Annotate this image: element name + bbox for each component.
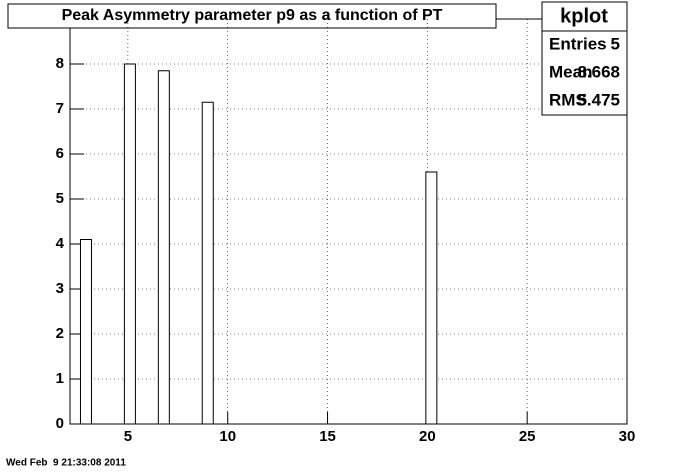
y-tick-label: 6 [56, 145, 64, 162]
x-tick-label: 10 [219, 428, 236, 445]
y-tick-label: 1 [56, 370, 64, 387]
x-tick-label: 25 [519, 428, 536, 445]
bar [425, 171, 438, 425]
y-tick-label: 4 [56, 235, 65, 252]
stats-label: Mean [549, 62, 592, 81]
x-tick-label: 30 [619, 428, 636, 445]
y-tick-label: 2 [56, 325, 64, 342]
bar [157, 70, 170, 425]
y-tick-label: 8 [56, 55, 64, 72]
timestamp: Wed Feb 9 21:33:08 2011 [6, 458, 126, 469]
bar [123, 63, 136, 425]
y-tick-label: 3 [56, 280, 64, 297]
bar [201, 101, 214, 425]
y-tick-label: 5 [56, 190, 64, 207]
stats-label: RMS [549, 90, 587, 109]
stats-value: 8.668 [577, 62, 620, 81]
stats-frame [541, 1, 628, 116]
title-box [7, 3, 497, 29]
stats-value: 5 [611, 34, 620, 53]
y-tick-label: 7 [56, 100, 64, 117]
x-tick-label: 15 [319, 428, 336, 445]
stats-value: 5.475 [577, 90, 620, 109]
x-tick-label: 5 [124, 428, 132, 445]
stats-label: Entries [549, 34, 607, 53]
stats-title: kplot [560, 5, 608, 27]
x-tick-label: 20 [419, 428, 436, 445]
bar [79, 239, 92, 425]
chart-title: Peak Asymmetry parameter p9 as a functio… [62, 7, 443, 24]
y-tick-label: 0 [56, 415, 64, 432]
